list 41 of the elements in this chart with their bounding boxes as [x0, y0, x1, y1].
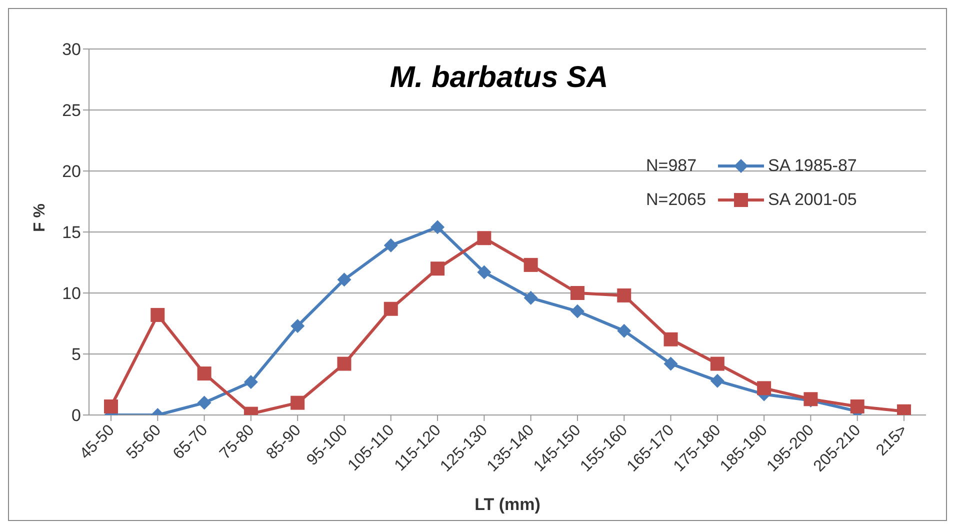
point — [337, 272, 352, 287]
legend-label: SA 2001-05 — [768, 190, 857, 210]
point — [197, 396, 212, 410]
point — [570, 286, 584, 300]
point — [290, 318, 305, 333]
point — [384, 302, 398, 316]
point — [430, 220, 445, 234]
point — [477, 231, 492, 246]
x-axis-title: LT (mm) — [474, 495, 540, 514]
y-tick-label: 5 — [72, 345, 81, 364]
point — [757, 381, 772, 396]
point — [337, 356, 352, 371]
point — [617, 324, 632, 338]
annotation: N=987 — [646, 156, 698, 176]
point — [710, 356, 724, 371]
chart-title: M. barbatus SA — [390, 61, 608, 94]
point — [570, 304, 584, 318]
point — [244, 375, 258, 390]
y-tick-label: 20 — [62, 162, 81, 182]
point — [150, 308, 165, 322]
point — [617, 288, 632, 302]
point — [664, 356, 678, 371]
point — [524, 290, 538, 305]
point — [430, 262, 445, 276]
point — [524, 258, 538, 272]
y-tick-label: 15 — [62, 223, 81, 242]
point — [384, 238, 398, 252]
y-axis-title: F % — [32, 204, 49, 232]
point — [477, 265, 492, 280]
legend-label: SA 1985-87 — [768, 156, 857, 176]
annotation: N=2065 — [646, 190, 708, 210]
point — [850, 399, 864, 414]
y-tick-label: 30 — [62, 40, 81, 60]
point — [104, 399, 118, 414]
point — [710, 374, 724, 388]
point — [290, 396, 305, 410]
y-tick-label: 25 — [62, 101, 81, 120]
point — [664, 332, 678, 346]
point — [197, 366, 212, 381]
y-tick-label: 0 — [72, 406, 81, 426]
y-tick-label: 10 — [62, 284, 81, 304]
